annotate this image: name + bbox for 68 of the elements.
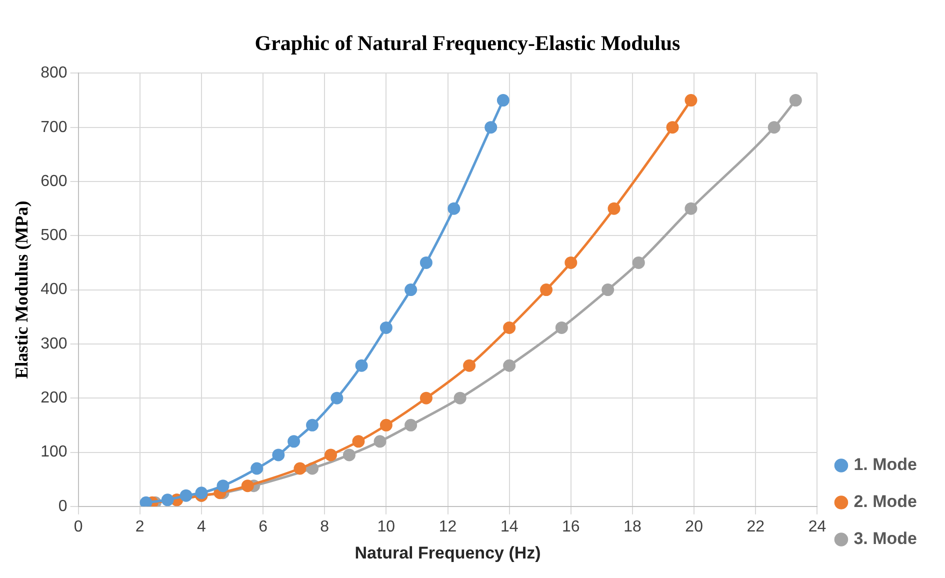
point [241,480,254,492]
x-tick-label: 12 [438,518,457,536]
x-tick-label: 0 [74,518,83,536]
y-tick-label: 800 [40,64,68,82]
y-tick-label: 500 [40,227,68,244]
point [404,284,418,296]
y-tick-label: 400 [40,281,68,298]
point [404,418,418,432]
point [380,418,392,432]
y-axis-title: Elastic Modulus (MPa) [11,200,32,379]
point [294,462,306,475]
point [496,94,510,107]
x-tick-label: 2 [135,518,144,536]
point [454,392,466,404]
point [352,435,365,448]
point [666,121,679,134]
point [250,462,264,475]
point [602,284,614,296]
x-tick-label: 14 [500,518,518,536]
y-tick-label: 600 [40,172,68,190]
point [380,321,392,334]
point [140,496,152,506]
point [355,359,368,372]
point [180,489,192,502]
point [503,321,516,334]
x-axis-title: Natural Frequency (Hz) [354,543,541,562]
legend-label: 2. Mode [854,492,918,512]
point [463,359,476,372]
x-tick-label: 18 [624,518,642,536]
x-tick-label: 22 [746,518,765,536]
x-tick-label: 6 [258,518,268,536]
point [306,418,319,432]
point [161,494,174,506]
y-tick-label: 700 [40,118,68,136]
point [324,448,338,462]
point [342,448,356,462]
point [288,435,300,448]
point [330,392,344,404]
y-tick-label: 300 [40,335,68,352]
chart-title: Graphic of Natural Frequency-Elastic Modulus [254,31,680,56]
x-tick-label: 10 [377,518,396,536]
y-tick-label: 200 [40,390,68,407]
point [195,486,208,500]
point [503,359,516,372]
point [768,121,780,134]
x-tick-label: 8 [320,518,330,536]
x-tick-label: 24 [808,518,826,536]
point [420,256,432,269]
point [374,435,386,448]
x-tick-label: 16 [562,518,580,536]
y-tick-label: 100 [40,444,68,461]
point [608,202,620,215]
point [564,256,578,269]
point [420,392,432,404]
x-tick-label: 4 [196,518,206,536]
point [272,448,285,462]
point [555,321,568,334]
x-tick-label: 20 [685,518,704,536]
point [789,94,802,107]
point [684,202,698,215]
legend-label: 3. Mode [854,529,918,548]
point [448,202,460,215]
legend-label: 1. Mode [854,455,918,474]
point [632,256,645,269]
point [484,121,498,134]
y-tick-label: 0 [58,498,68,515]
point [540,284,553,296]
point [684,94,698,107]
